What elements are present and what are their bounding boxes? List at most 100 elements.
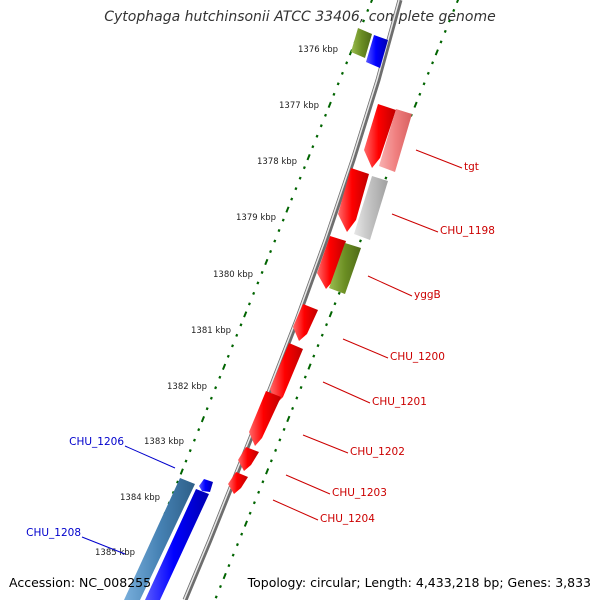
ruler-major-tick bbox=[243, 311, 248, 318]
feature-red-chu1200 bbox=[293, 304, 318, 341]
ruler-minor-tick bbox=[426, 71, 430, 75]
ruler-minor-tick bbox=[240, 532, 244, 536]
callout-line bbox=[391, 213, 439, 233]
callout-line bbox=[81, 536, 126, 555]
ruler-minor-tick bbox=[252, 501, 256, 505]
ruler-minor-tick bbox=[336, 82, 340, 86]
ruler-minor-tick bbox=[302, 166, 306, 170]
ruler-minor-tick bbox=[337, 291, 341, 295]
ruler-minor-tick bbox=[362, 19, 366, 23]
ruler-minor-tick bbox=[320, 333, 324, 337]
ruler-minor-tick bbox=[282, 427, 286, 431]
ruler-major-tick bbox=[369, 0, 374, 4]
ruler-minor-tick bbox=[218, 584, 222, 589]
feature-red-chu1201 bbox=[270, 343, 303, 404]
ruler-major-tick bbox=[413, 101, 418, 108]
ruler-minor-tick bbox=[290, 197, 294, 201]
feature-olive-top bbox=[351, 28, 372, 58]
feature-label: CHU_1201 bbox=[372, 396, 427, 408]
ruler-minor-tick bbox=[226, 354, 230, 358]
tick-label: 1379 kbp bbox=[236, 213, 276, 223]
ruler-major-tick bbox=[286, 415, 291, 423]
ruler-major-tick bbox=[179, 468, 184, 475]
tick-label: 1377 kbp bbox=[279, 101, 319, 111]
ruler-major-tick bbox=[264, 258, 269, 266]
feature-gray-chu1198 bbox=[354, 176, 388, 240]
ruler-minor-tick bbox=[277, 228, 281, 233]
feature-olive-yggB bbox=[329, 243, 361, 294]
ruler-minor-tick bbox=[315, 134, 319, 138]
callout-line bbox=[342, 338, 389, 359]
feature-steel-chu1206 bbox=[124, 478, 195, 600]
tick-label: 1381 kbp bbox=[191, 326, 231, 336]
ruler-minor-tick bbox=[298, 176, 302, 180]
ruler-major-tick bbox=[434, 49, 439, 56]
ruler-major-tick bbox=[306, 154, 311, 161]
callout-line bbox=[285, 474, 331, 495]
ruler-minor-tick bbox=[443, 29, 447, 33]
backbone-arc bbox=[182, 0, 403, 600]
callout-line bbox=[322, 381, 371, 404]
ruler-minor-tick bbox=[231, 344, 235, 348]
feature-red-chu1203 bbox=[238, 447, 259, 471]
feature-label: CHU_1206 bbox=[69, 436, 124, 448]
callout-line bbox=[415, 149, 463, 169]
ruler-major-tick bbox=[243, 520, 248, 527]
ruler-minor-tick bbox=[278, 438, 282, 442]
ruler-minor-tick bbox=[252, 291, 256, 296]
ruler-minor-tick bbox=[281, 218, 285, 222]
ruler-minor-tick bbox=[333, 302, 337, 306]
ruler-minor-tick bbox=[325, 323, 328, 327]
ruler-minor-tick bbox=[303, 375, 307, 379]
feature-blue-top bbox=[366, 35, 388, 68]
feature-label: tgt bbox=[464, 161, 479, 173]
ruler-minor-tick bbox=[247, 302, 251, 306]
ruler-minor-tick bbox=[366, 8, 370, 13]
ruler-minor-tick bbox=[311, 145, 315, 149]
feature-label: CHU_1204 bbox=[320, 513, 375, 525]
feature-red-2 bbox=[338, 168, 369, 232]
ruler-minor-tick bbox=[176, 480, 180, 484]
tick-label: 1378 kbp bbox=[257, 157, 297, 167]
ruler-minor-tick bbox=[260, 270, 264, 275]
ruler-major-tick bbox=[200, 416, 205, 423]
backbone-arc-highlight bbox=[183, 0, 400, 600]
ruler-minor-tick bbox=[214, 386, 218, 390]
ruler-major-tick bbox=[328, 311, 333, 318]
ruler-minor-tick bbox=[299, 385, 303, 390]
ruler-major-tick bbox=[327, 101, 332, 108]
accession-text: Accession: NC_008255 bbox=[9, 575, 152, 590]
ruler-minor-tick bbox=[239, 323, 243, 327]
ruler-minor-tick bbox=[257, 490, 261, 494]
ruler-minor-tick bbox=[192, 438, 196, 442]
ruler-major-tick bbox=[307, 363, 312, 370]
ruler-minor-tick bbox=[188, 449, 192, 453]
ruler-minor-tick bbox=[218, 375, 222, 379]
feature-red-3 bbox=[317, 236, 346, 289]
ruler-minor-tick bbox=[384, 176, 388, 180]
ruler-minor-tick bbox=[294, 187, 298, 191]
ruler-minor-tick bbox=[439, 40, 443, 44]
ruler-minor-tick bbox=[448, 19, 452, 23]
ruler-minor-tick bbox=[205, 407, 209, 411]
ruler-major-tick bbox=[265, 468, 270, 475]
callout-line bbox=[367, 275, 413, 297]
ruler-minor-tick bbox=[209, 396, 213, 400]
ruler-minor-tick bbox=[312, 354, 316, 358]
ruler-minor-tick bbox=[324, 113, 327, 117]
feature-red-1 bbox=[364, 104, 396, 168]
ruler-minor-tick bbox=[261, 480, 265, 484]
callout-line bbox=[302, 434, 349, 454]
ruler-major-tick bbox=[285, 206, 290, 213]
feature-label: CHU_1202 bbox=[350, 446, 405, 458]
ruler-minor-tick bbox=[274, 448, 278, 452]
tick-label: 1383 kbp bbox=[144, 437, 184, 447]
feature-blue-chu1207 bbox=[145, 489, 209, 600]
ruler-minor-tick bbox=[231, 553, 235, 557]
ruler-minor-tick bbox=[273, 239, 277, 243]
summary-text: Topology: circular; Length: 4,433,218 bp… bbox=[247, 575, 591, 590]
ruler-minor-tick bbox=[316, 344, 320, 348]
tick-label: 1380 kbp bbox=[213, 270, 253, 280]
feature-label: CHU_1203 bbox=[332, 487, 387, 499]
ruler-minor-tick bbox=[197, 428, 201, 432]
